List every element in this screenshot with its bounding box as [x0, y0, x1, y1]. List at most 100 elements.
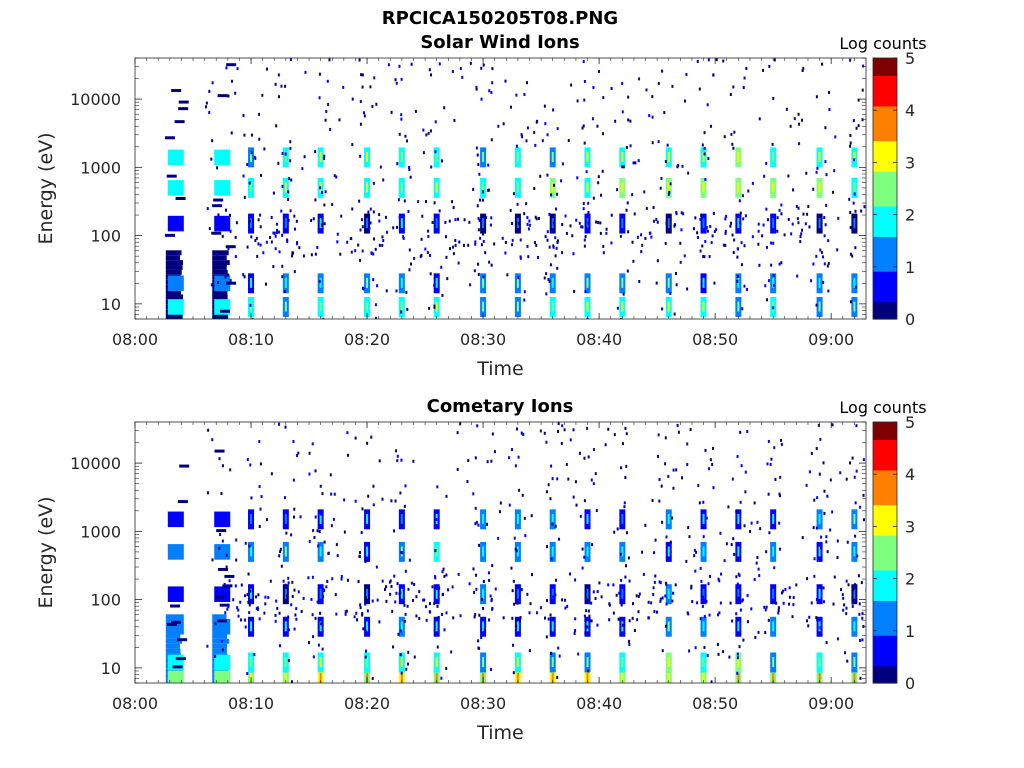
heatmap-cell	[165, 265, 183, 270]
heatmap-cell	[849, 225, 852, 229]
heatmap-cell	[796, 217, 799, 221]
heatmap-cell	[227, 94, 230, 98]
heatmap-cell	[358, 551, 361, 555]
heatmap-cell	[683, 254, 686, 258]
heatmap-cell	[256, 254, 259, 258]
heatmap-cell	[863, 205, 866, 209]
heatmap-cell	[563, 598, 566, 602]
heatmap-cell	[259, 225, 262, 229]
heatmap-cell	[670, 516, 673, 520]
colorbar-segment	[873, 526, 897, 532]
heatmap-cell	[366, 218, 369, 229]
heatmap-cell	[815, 598, 818, 602]
heatmap-cell	[719, 531, 722, 535]
colorbar-segment	[873, 487, 897, 493]
heatmap-cell	[438, 62, 441, 66]
heatmap-cell	[715, 228, 718, 232]
heatmap-cell	[613, 530, 616, 534]
heatmap-cell	[335, 612, 338, 616]
heatmap-cell	[815, 616, 818, 620]
heatmap-cell	[422, 128, 425, 132]
heatmap-cell	[628, 639, 631, 643]
heatmap-cell	[516, 673, 519, 683]
heatmap-cell	[528, 611, 531, 615]
heatmap-cell	[435, 588, 438, 599]
heatmap-cell	[787, 174, 790, 178]
heatmap-cell	[214, 654, 217, 658]
heatmap-cell	[665, 221, 668, 225]
heatmap-cell	[574, 617, 577, 621]
heatmap-cell	[711, 234, 714, 238]
heatmap-cell	[372, 252, 375, 256]
heatmap-cell	[234, 235, 237, 239]
heatmap-cell	[610, 86, 613, 90]
heatmap-cell	[627, 95, 630, 99]
heatmap-cell	[355, 611, 358, 615]
heatmap-cell	[523, 212, 526, 216]
heatmap-cell	[586, 546, 589, 557]
heatmap-cell	[390, 584, 393, 588]
heatmap-cell	[523, 298, 526, 302]
heatmap-cell	[275, 124, 278, 128]
heatmap-cell	[625, 464, 628, 468]
heatmap-cell	[165, 643, 180, 649]
colorbar-tick-label: 0	[905, 674, 915, 693]
heatmap-cell	[210, 283, 213, 287]
heatmap-cell	[489, 223, 492, 227]
heatmap-cell	[709, 458, 712, 462]
heatmap-cell	[798, 122, 801, 126]
heatmap-cell	[852, 119, 855, 123]
heatmap-cell	[737, 572, 740, 576]
heatmap-cell	[482, 275, 485, 279]
heatmap-cell	[658, 499, 661, 503]
colorbar-segment	[873, 271, 897, 277]
heatmap-cell	[525, 81, 528, 85]
colorbar-segment	[873, 301, 897, 307]
heatmap-cell	[216, 166, 219, 170]
colorbar-segment	[873, 652, 897, 658]
heatmap-cell	[582, 124, 585, 128]
heatmap-cell	[555, 246, 558, 250]
heatmap-cell	[486, 460, 489, 464]
heatmap-cell	[214, 622, 217, 626]
heatmap-cell	[311, 442, 314, 446]
heatmap-cell	[428, 306, 431, 310]
heatmap-cell	[702, 151, 705, 162]
heatmap-cell	[361, 613, 364, 617]
heatmap-cell	[446, 588, 449, 592]
heatmap-cell	[280, 209, 283, 213]
heatmap-cell	[738, 199, 741, 203]
colorbar-segment	[873, 184, 897, 190]
colorbar-tick-label: 5	[905, 413, 915, 432]
heatmap-cell	[707, 582, 710, 586]
heatmap-cell	[815, 170, 818, 174]
heatmap-cell	[857, 98, 860, 102]
heatmap-cell	[436, 485, 439, 489]
heatmap-cell	[552, 221, 555, 225]
heatmap-cell	[755, 561, 758, 565]
heatmap-cell	[211, 231, 222, 235]
heatmap-cell	[525, 139, 528, 143]
heatmap-cell	[672, 591, 675, 595]
heatmap-cell	[557, 537, 560, 541]
colorbar-segment	[873, 127, 897, 133]
heatmap-cell	[239, 600, 242, 604]
heatmap-cell	[549, 497, 552, 501]
heatmap-cell	[537, 255, 540, 259]
heatmap-cell	[550, 557, 553, 561]
heatmap-cell	[648, 114, 651, 118]
heatmap-cell	[291, 254, 294, 258]
cometary-ions-panel: Cometary Ions 08:00 08:10 08:20 08:30 08:40 0…	[35, 396, 927, 744]
heatmap-cell	[797, 112, 800, 116]
heatmap-cell	[278, 554, 281, 558]
heatmap-cell	[272, 265, 275, 269]
heatmap-cell	[792, 596, 795, 600]
heatmap-cell	[287, 218, 290, 222]
heatmap-cell	[431, 585, 434, 589]
heatmap-cell	[772, 546, 775, 557]
heatmap-cell	[458, 240, 461, 244]
heatmap-cell	[691, 599, 694, 603]
heatmap-cell	[854, 209, 857, 213]
heatmap-cell	[278, 95, 281, 99]
heatmap-cell	[681, 476, 684, 480]
